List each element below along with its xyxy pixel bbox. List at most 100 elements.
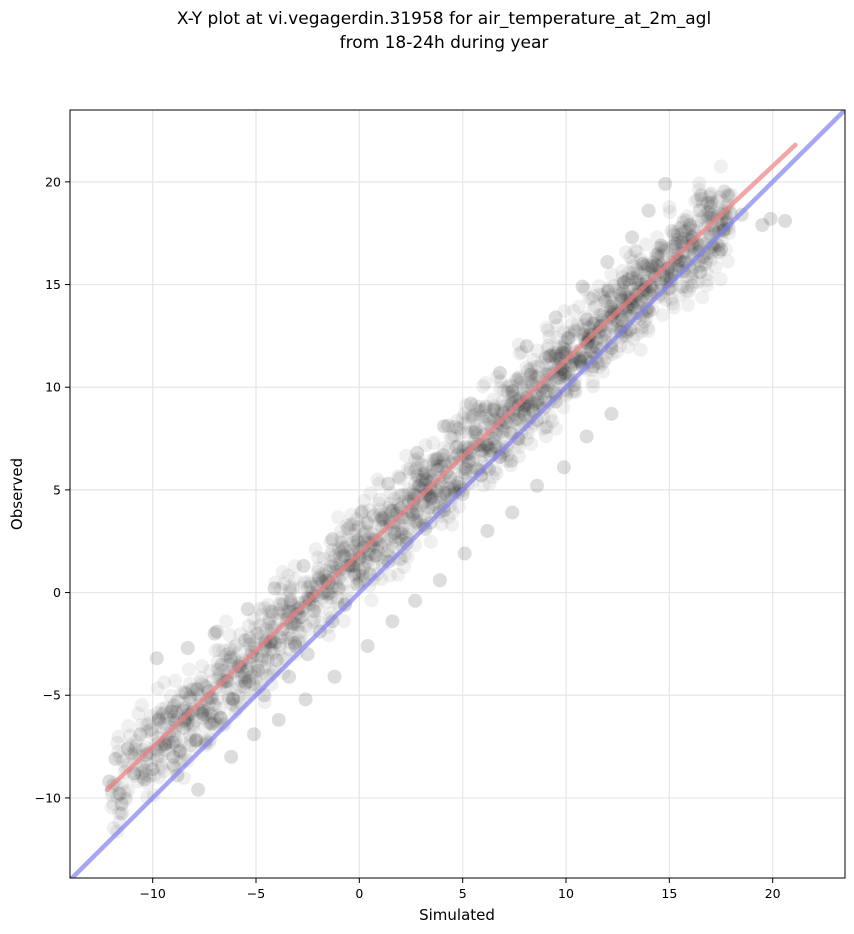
scatter-point [383,485,398,500]
y-tick-label: 10 [45,380,61,395]
scatter-point [383,496,398,511]
scatter-point [151,712,166,727]
scatter-point [644,259,659,274]
scatter-point [490,427,505,442]
scatter-point [108,751,123,766]
scatter-point [251,663,266,678]
scatter-point [427,456,442,471]
scatter-point [623,250,638,265]
scatter-point [174,734,189,749]
scatter-point [603,299,618,314]
scatter-point [391,567,406,582]
scatter-point [153,749,168,764]
scatter-point [503,454,518,469]
scatter-point [241,674,256,689]
scatter-point [550,318,565,333]
scatter-point [639,311,654,326]
scatter-point [555,345,570,360]
scatter-point [125,748,140,763]
scatter-point [331,542,346,557]
scatter-point [700,204,715,219]
scatter-point [665,224,680,239]
scatter-point [554,366,569,381]
scatter-point [445,517,460,532]
scatter-point [142,768,157,783]
scatter-point [654,248,669,263]
scatter-point [466,408,481,423]
scatter-point [280,568,295,583]
scatter-point [203,716,218,731]
scatter-point [162,746,177,761]
scatter-point [581,354,596,369]
scatter-point [575,348,590,363]
scatter-point [150,681,165,696]
scatter-point [570,317,585,332]
scatter-point [638,237,653,252]
scatter-point [499,453,514,468]
scatter-point [333,550,348,565]
scatter-point [287,636,302,651]
scatter-point [233,627,248,642]
scatter-point [425,453,440,468]
scatter-point [242,670,257,685]
scatter-point [189,682,204,697]
scatter-point [384,504,399,519]
scatter-point [458,466,473,481]
scatter-point [311,561,326,576]
scatter-point [370,472,385,487]
scatter-point [708,259,723,274]
scatter-point [303,579,318,594]
scatter-point [262,612,277,627]
scatter-point [129,734,144,749]
scatter-point [720,188,735,203]
scatter-point [465,424,480,439]
scatter-point [505,390,520,405]
scatter-point [326,560,341,575]
scatter-point [237,667,252,682]
scatter-point [406,507,421,522]
scatter-point [650,246,665,261]
scatter-point [521,363,536,378]
scatter-point [511,337,526,352]
scatter-point [351,568,366,583]
scatter-point [658,176,673,191]
scatter-point [641,261,656,276]
scatter-point [426,500,441,515]
scatter-point [429,451,444,466]
scatter-point [553,371,568,386]
scatter-point [594,308,609,323]
scatter-point [668,239,683,254]
scatter-point [637,314,652,329]
scatter-point [629,270,644,285]
scatter-point [184,682,199,697]
scatter-point [655,241,670,256]
scatter-point [168,673,183,688]
scatter-point [264,604,279,619]
scatter-point [340,521,355,536]
scatter-point [218,648,233,663]
scatter-point [360,515,375,530]
scatter-point [682,284,697,299]
scatter-point [437,419,452,434]
scatter-point [209,624,224,639]
scatter-point [530,478,545,493]
scatter-point [321,586,336,601]
scatter-point [323,554,338,569]
scatter-point [488,462,503,477]
scatter-point [337,548,352,563]
scatter-point [159,710,174,725]
scatter-point [153,715,168,730]
scatter-point [374,539,389,554]
scatter-point [693,265,708,280]
scatter-point [143,745,158,760]
scatter-point [254,652,269,667]
scatter-point [350,577,365,592]
scatter-point [702,205,717,220]
scatter-point [165,701,180,716]
scatter-point [640,258,655,273]
scatter-point [577,317,592,332]
x-tick-label: 20 [765,886,781,901]
scatter-point [511,449,526,464]
scatter-point [423,468,438,483]
scatter-point [356,527,371,542]
